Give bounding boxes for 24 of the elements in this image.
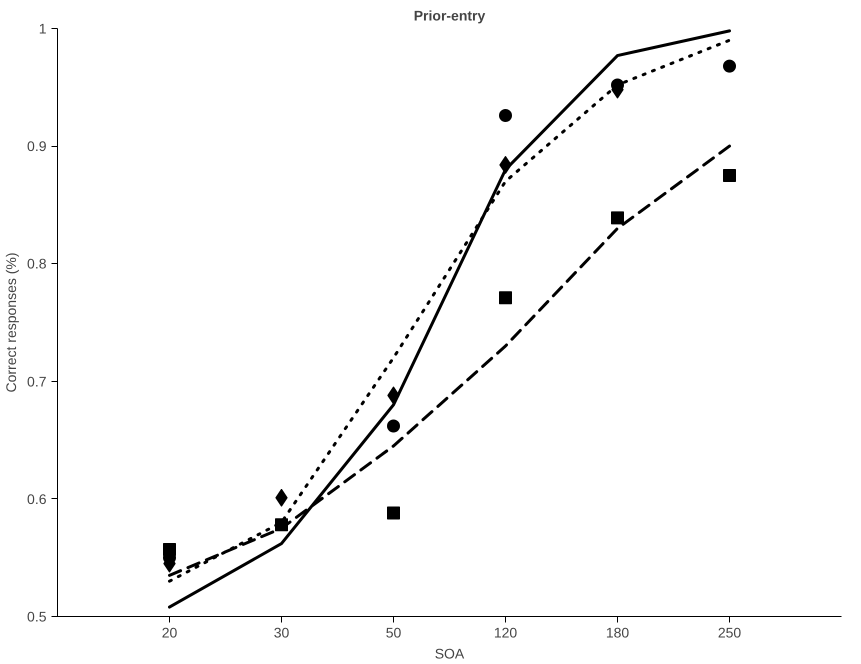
y-tick-label: 1	[38, 20, 47, 36]
x-tick-label: 50	[386, 624, 402, 640]
y-axis-title: Correct responses (%)	[3, 252, 20, 393]
x-tick-label: 20	[162, 624, 178, 640]
y-tick-label: 0.8	[27, 256, 47, 272]
point	[499, 109, 512, 122]
x-axis-title: SOA	[434, 646, 465, 662]
y-tick-label: 0.9	[27, 138, 47, 154]
x-tick-label: 120	[494, 624, 518, 640]
point	[499, 291, 512, 304]
x-tick-label: 30	[274, 624, 290, 640]
point	[387, 420, 400, 432]
point	[387, 506, 400, 520]
point	[611, 211, 624, 224]
y-tick-label: 0.7	[27, 373, 47, 390]
x-tick-label: 180	[606, 624, 630, 640]
point	[723, 60, 736, 73]
chart-title: Prior-entry	[414, 8, 486, 24]
x-tick-label: 250	[718, 624, 742, 640]
y-tick-label: 0.6	[27, 490, 47, 507]
y-tick-label: 0.5	[27, 608, 47, 624]
point	[275, 488, 288, 507]
point	[723, 169, 736, 182]
point	[163, 542, 176, 556]
